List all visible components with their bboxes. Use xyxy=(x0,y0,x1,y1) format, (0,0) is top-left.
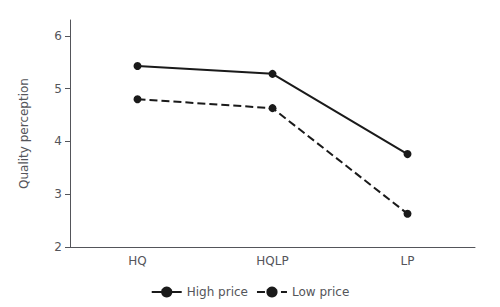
svg-text:HQLP: HQLP xyxy=(256,254,288,268)
svg-text:Low price: Low price xyxy=(292,285,349,299)
svg-text:LP: LP xyxy=(401,254,415,268)
svg-text:High price: High price xyxy=(187,285,248,299)
svg-text:HQ: HQ xyxy=(128,254,146,268)
svg-text:6: 6 xyxy=(54,29,62,43)
svg-text:2: 2 xyxy=(54,240,62,254)
svg-text:4: 4 xyxy=(54,134,62,148)
svg-text:3: 3 xyxy=(54,187,62,201)
svg-text:5: 5 xyxy=(54,82,62,96)
svg-text:Quality perception: Quality perception xyxy=(17,78,31,189)
